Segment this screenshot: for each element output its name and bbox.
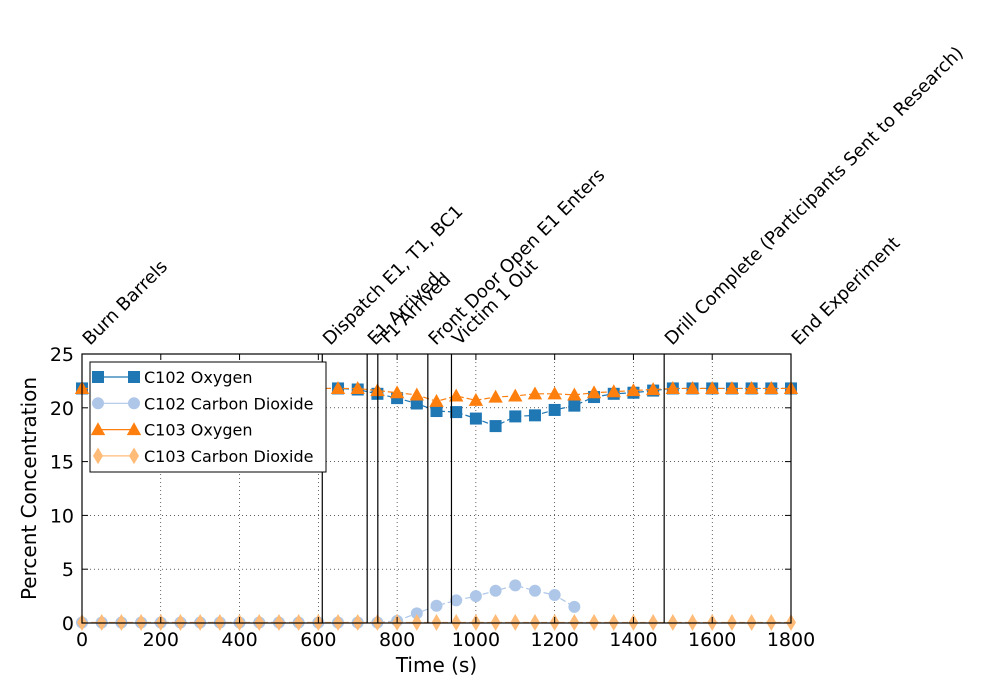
data-point [606,384,621,398]
data-point [409,387,424,401]
y-tick-label: 5 [62,559,74,581]
x-tick-label: 0 [76,629,88,651]
event-label: End Experiment [788,233,905,350]
data-point [547,386,562,400]
data-point [665,381,681,394]
data-point [645,382,661,396]
data-point [389,385,405,399]
data-point [764,381,779,394]
data-point [567,387,582,401]
data-point [469,412,482,425]
data-point [527,386,543,400]
data-point [724,381,740,394]
data-point [568,600,581,613]
legend-marker [92,371,104,383]
data-point [626,383,641,397]
data-point [489,584,502,597]
data-point [586,385,602,399]
data-point [430,405,443,418]
legend-label: C102 Oxygen [144,368,252,387]
legend-label: C103 Carbon Dioxide [144,447,314,466]
legend-entry: C102 Oxygen [92,368,252,387]
legend-marker [93,447,103,465]
data-point [528,409,541,422]
data-point [430,599,443,612]
legend-label: C103 Oxygen [144,421,252,440]
event-label: Burn Barrels [79,256,172,349]
data-point [685,381,700,394]
legend-entry: C102 Carbon Dioxide [92,394,314,413]
x-tick-label: 400 [221,629,257,651]
legend: C102 Oxygen C102 Carbon Dioxide C103 Oxyge… [89,361,327,473]
data-point [508,388,523,402]
x-tick-label: 200 [143,629,179,651]
legend-marker [128,397,140,410]
data-point [449,388,464,402]
data-point [509,410,522,423]
axis-ticks: 0 200 400 600 800 1000 1200 1400 1600 1800 0 5 10 15 2… [50,344,815,651]
legend-marker [128,371,140,383]
y-axis-label: Percent Concentration [17,377,41,600]
legend-marker [92,397,104,410]
x-tick-label: 1800 [767,629,815,651]
y-tick-label: 20 [50,398,74,420]
legend-entry: C103 Carbon Dioxide [93,447,314,466]
data-point [548,589,561,602]
data-point [548,403,561,416]
data-point [468,392,484,406]
legend-marker [126,422,142,436]
data-point [469,590,482,603]
x-tick-label: 800 [379,629,415,651]
legend-label: C102 Carbon Dioxide [144,394,314,413]
y-tick-label: 15 [50,452,74,474]
legend-marker [129,447,139,465]
data-point [450,594,463,607]
x-tick-label: 1400 [609,629,657,651]
data-point [744,381,759,394]
data-point [350,381,365,394]
data-point [488,389,503,403]
series-2 [76,579,581,629]
legend-entry: C103 Oxygen [90,421,252,440]
data-point [509,579,522,592]
plot-frame [81,353,792,624]
data-point [568,399,581,412]
data-point [330,381,346,394]
y-tick-label: 0 [62,613,74,635]
x-tick-label: 1200 [530,629,578,651]
data-point [429,393,444,407]
x-tick-label: 1600 [688,629,736,651]
data-point [528,584,541,597]
data-point [705,381,720,394]
data-point [489,420,502,433]
y-tick-label: 10 [50,505,74,527]
event-label: Front Door Open E1 Enters [425,165,610,350]
x-tick-label: 1000 [452,629,500,651]
legend-marker [90,422,106,436]
x-tick-label: 600 [300,629,336,651]
event-label: Drill Complete (Participants Sent to Res… [661,43,968,350]
y-tick-label: 25 [50,344,74,366]
x-axis-label: Time (s) [395,653,477,677]
data-point [450,406,463,419]
